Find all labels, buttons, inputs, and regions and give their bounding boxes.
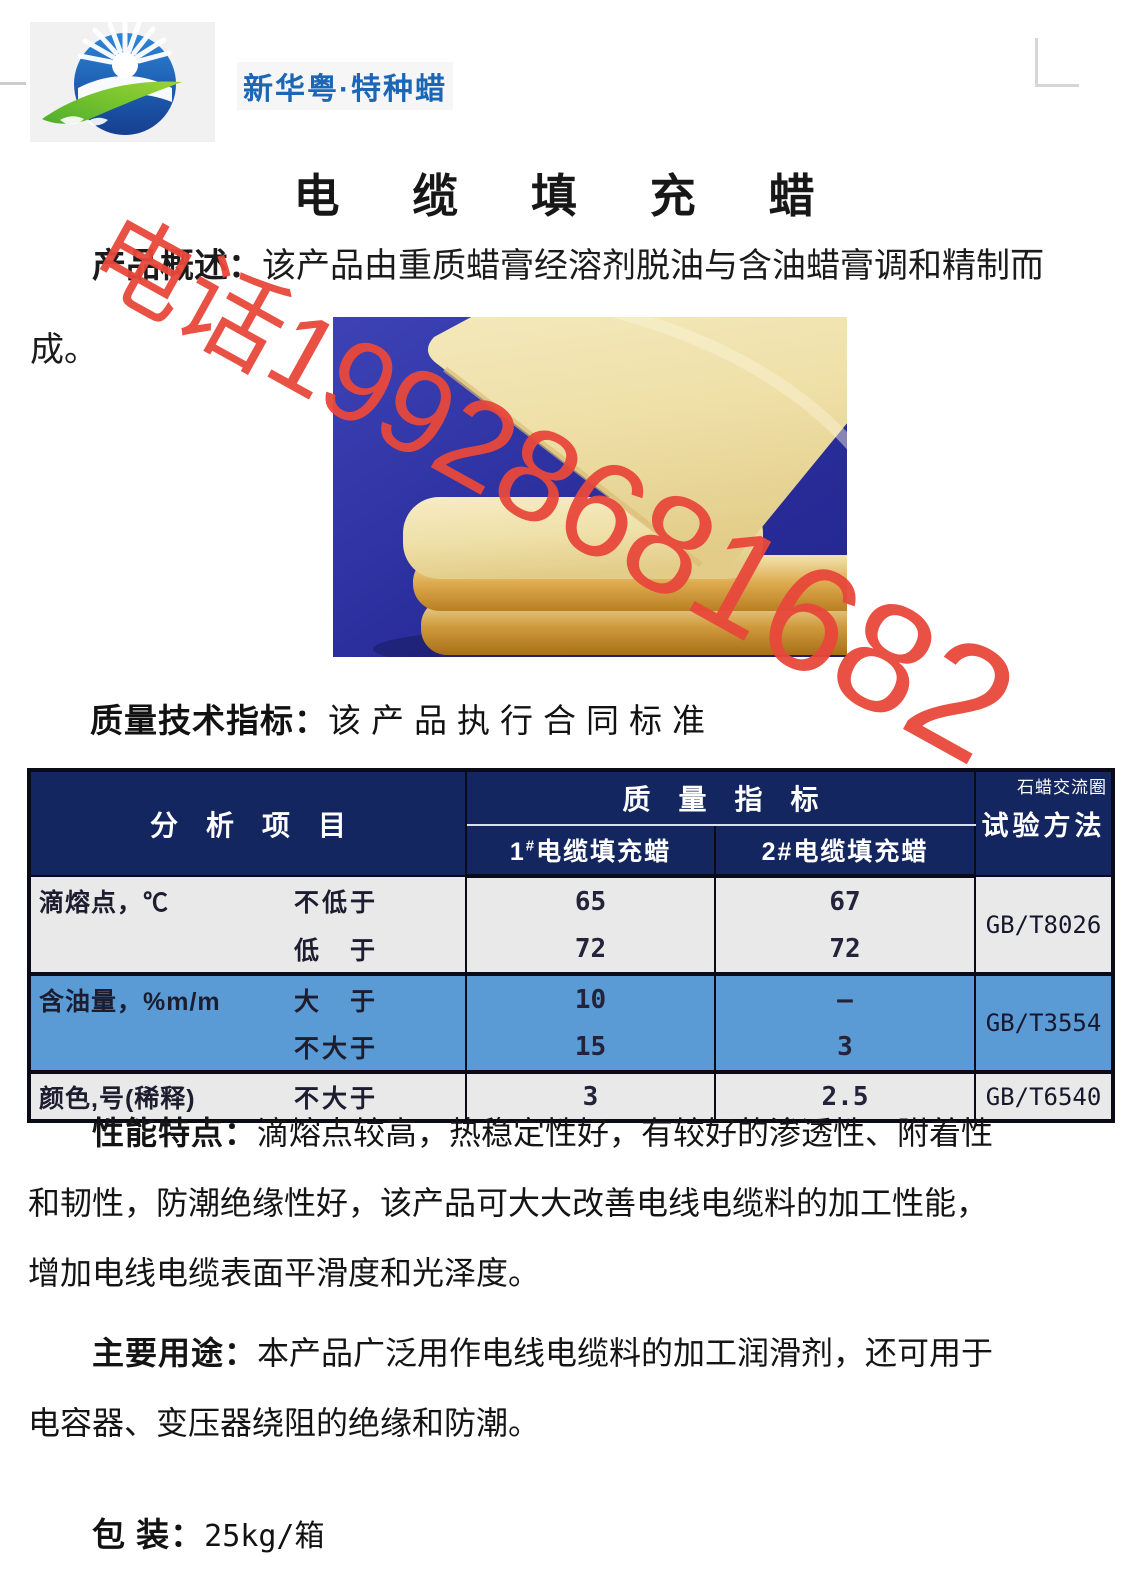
row-qualifier: 不低于 bbox=[294, 889, 379, 917]
table-row: 含油量，%m/m 大 于 10 – GB/T3554 bbox=[28, 972, 1115, 1072]
row-item: 含油量，%m/m bbox=[39, 987, 221, 1016]
usage-label: 主要用途： bbox=[92, 1335, 258, 1371]
value-grade1: 15 bbox=[465, 1023, 716, 1073]
overview-paragraph: 产品概述：该产品由重质蜡膏经溶剂脱油与含油蜡膏调和精制而 bbox=[30, 243, 1110, 289]
top-right-margin-mark-horizontal bbox=[1035, 84, 1079, 87]
value-grade2: 2.5 bbox=[713, 1070, 977, 1122]
row-qualifier: 大 于 bbox=[294, 987, 379, 1016]
overview-label: 产品概述： bbox=[92, 247, 262, 285]
performance-line2: 和韧性，防潮绝缘性好，该产品可大大改善电线电缆料的加工性能， bbox=[28, 1185, 989, 1221]
header-analysis-items: 分 析 项 目 bbox=[28, 769, 467, 877]
sun-wave-logo-icon bbox=[30, 19, 215, 142]
value-grade2: – bbox=[713, 972, 977, 1023]
test-method-value: GB/T3554 bbox=[974, 972, 1115, 1072]
corner-note: 石蜡交流圈 bbox=[1017, 778, 1107, 797]
value-grade1: 72 bbox=[465, 925, 716, 975]
row-qualifier: 不大于 bbox=[294, 1034, 379, 1063]
table-row: 颜色,号(稀释) 不大于 3 2.5 GB/T6540 bbox=[28, 1070, 1115, 1122]
test-method-value: GB/T8026 bbox=[974, 875, 1115, 974]
value-grade2: 67 bbox=[713, 875, 977, 925]
header-test-method: 试验方法 bbox=[974, 769, 1115, 877]
row-qualifier: 不大于 bbox=[294, 1084, 379, 1113]
row-item: 颜色,号(稀释) bbox=[39, 1084, 196, 1113]
company-logo bbox=[30, 19, 215, 142]
performance-line1: 滴熔点较高，热稳定性好，有较好的渗透性、附着性 bbox=[257, 1115, 994, 1151]
brand-name: 新华粤·特种蜡 bbox=[237, 62, 453, 110]
value-grade2: 72 bbox=[713, 925, 977, 975]
spec-table: 分 析 项 目 质 量 指 标 试验方法 1#电缆填充蜡 2#电缆填充蜡 滴熔点… bbox=[27, 768, 1116, 1123]
performance-label: 性能特点： bbox=[92, 1115, 258, 1151]
table-row: 滴熔点，℃ 不低于 65 67 GB/T8026 bbox=[28, 875, 1115, 974]
value-grade2: 3 bbox=[713, 1023, 977, 1073]
header-grade-2: 2#电缆填充蜡 bbox=[713, 825, 977, 878]
value-grade1: 10 bbox=[465, 972, 716, 1023]
quality-heading-label: 质量技术指标： bbox=[90, 702, 328, 739]
wax-slab bbox=[428, 317, 847, 573]
page-title: 电 缆 填 充 蜡 bbox=[293, 170, 845, 222]
packaging-value: 25kg/箱 bbox=[204, 1519, 325, 1554]
spec-table-wrap: 石蜡交流圈 分 析 项 目 质 量 指 标 试验方法 1#电缆填充蜡 2#电缆填… bbox=[27, 768, 1116, 1123]
value-grade1: 3 bbox=[465, 1070, 716, 1122]
left-margin-mark bbox=[0, 82, 26, 85]
table-row: 低 于 72 72 bbox=[28, 925, 1113, 975]
header-quality-indicators: 质 量 指 标 bbox=[464, 769, 977, 826]
packaging-label: 包 装： bbox=[92, 1516, 205, 1553]
row-qualifier: 低 于 bbox=[294, 936, 379, 965]
value-grade1: 65 bbox=[465, 875, 716, 925]
grade1-number: 1 bbox=[509, 838, 526, 866]
top-right-margin-mark-vertical bbox=[1035, 38, 1038, 86]
overview-text-line2: 成。 bbox=[30, 331, 98, 369]
performance-line3: 增加电线电缆表面平滑度和光泽度。 bbox=[28, 1255, 541, 1291]
quality-heading-text: 该产品执行合同标准 bbox=[328, 702, 715, 739]
usage-line1: 本产品广泛用作电线电缆料的加工润滑剂，还可用于 bbox=[257, 1335, 994, 1371]
grade1-name: 电缆填充蜡 bbox=[536, 838, 672, 866]
test-method-value: GB/T6540 bbox=[974, 1070, 1115, 1122]
table-row: 不大于 15 3 bbox=[28, 1023, 1113, 1073]
performance-paragraph: 性能特点：滴熔点较高，热稳定性好，有较好的渗透性、附着性 和韧性，防潮绝缘性好，… bbox=[28, 1098, 1113, 1308]
header-grade-1: 1#电缆填充蜡 bbox=[465, 825, 716, 878]
packaging-line: 包 装：25kg/箱 bbox=[28, 1500, 324, 1572]
usage-paragraph: 主要用途：本产品广泛用作电线电缆料的加工润滑剂，还可用于 电容器、变压器绕阻的绝… bbox=[28, 1318, 1113, 1458]
grade1-hash: # bbox=[525, 837, 537, 855]
usage-line2: 电容器、变压器绕阻的绝缘和防潮。 bbox=[28, 1405, 541, 1441]
quality-heading: 质量技术指标：该产品执行合同标准 bbox=[90, 694, 715, 742]
row-item: 滴熔点，℃ bbox=[39, 889, 170, 917]
overview-text-line1: 该产品由重质蜡膏经溶剂脱油与含油蜡膏调和精制而 bbox=[262, 247, 1044, 285]
product-photo bbox=[333, 317, 847, 657]
